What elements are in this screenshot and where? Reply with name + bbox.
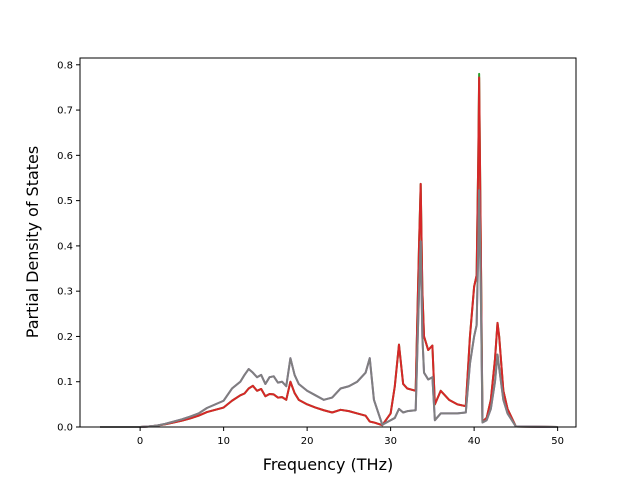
x-tick-label: 0 [137, 436, 143, 447]
plot-frame [79, 57, 577, 428]
x-tick-label: 20 [301, 436, 314, 447]
x-tick-label: 40 [468, 436, 481, 447]
x-tick-label: 10 [217, 436, 230, 447]
y-tick-label: 0.1 [57, 377, 73, 388]
x-tick-label: 30 [384, 436, 397, 447]
plot-area [80, 58, 576, 427]
y-tick-label: 0.5 [57, 196, 73, 207]
y-tick-label: 0.0 [57, 423, 73, 434]
y-tick-label: 0.7 [57, 106, 73, 117]
y-axis-label: Partial Density of States [23, 146, 42, 338]
series-line-2 [100, 76, 558, 428]
x-tick-label: 50 [551, 436, 564, 447]
y-tick-label: 0.3 [57, 287, 73, 298]
y-tick-label: 0.8 [57, 60, 73, 71]
series-line-4 [100, 189, 558, 428]
y-tick-label: 0.6 [57, 151, 73, 162]
y-axis-ticks: 0.0 0.1 0.2 0.3 0.4 0.5 0.6 0.7 0.8 [57, 60, 80, 434]
x-axis-label: Frequency (THz) [263, 455, 393, 474]
x-axis-ticks: 0 10 20 30 40 50 [137, 427, 564, 447]
y-tick-label: 0.2 [57, 332, 73, 343]
series-layer [100, 72, 558, 428]
y-tick-label: 0.4 [57, 241, 73, 252]
